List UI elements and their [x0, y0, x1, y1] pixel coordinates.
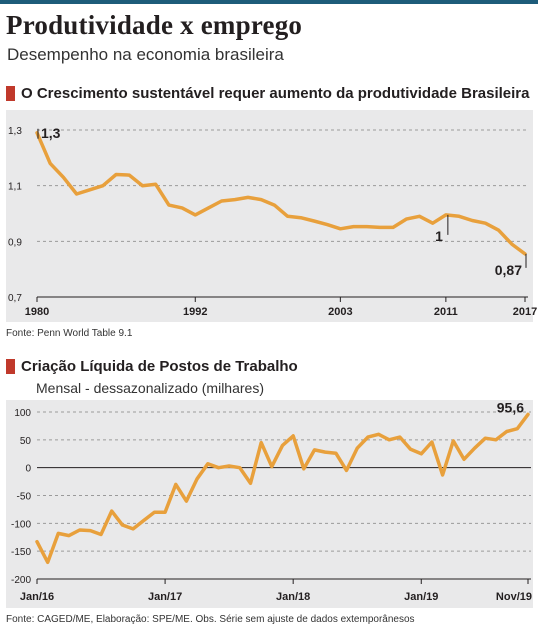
chart2-y-tick-label: 0	[25, 464, 31, 475]
chart2-y-tick-label: -150	[11, 547, 31, 558]
chart2-source: Fonte: CAGED/ME, Elaboração: SPE/ME. Obs…	[6, 614, 415, 625]
chart1-y-tick-label: 0,9	[8, 237, 22, 248]
chart1-x-tick-label: 1980	[25, 306, 49, 318]
chart2-y-tick-label: 100	[14, 408, 31, 419]
chart1-y-tick-label: 1,3	[8, 126, 22, 137]
chart1-x-tick-label: 1992	[183, 306, 207, 318]
chart1-annotation-label: 1,3	[41, 125, 61, 141]
chart2-y-tick-label: -200	[11, 575, 31, 586]
section-marker	[6, 359, 15, 374]
chart2-subtitle: Mensal - dessazonalizado (milhares)	[36, 380, 264, 396]
chart1-source: Fonte: Penn World Table 9.1	[6, 328, 133, 339]
chart1-annotation-label: 0,87	[495, 262, 522, 278]
chart2-title: Criação Líquida de Postos de Trabalho	[21, 358, 298, 375]
chart1-x-tick-label: 2011	[434, 306, 458, 318]
chart1-series-line	[35, 131, 527, 256]
chart2-x-tick-label: Jan/19	[404, 591, 438, 603]
chart2-series-line	[35, 412, 530, 565]
chart1-heading: O Crescimento sustentável requer aumento…	[6, 85, 529, 102]
chart1-x-tick-label: 2003	[328, 306, 352, 318]
chart2-y-tick-label: -100	[11, 519, 31, 530]
page-title: Produtividade x emprego	[6, 10, 303, 40]
chart2-heading: Criação Líquida de Postos de Trabalho	[6, 358, 298, 375]
chart2-x-tick-label: Jan/16	[20, 591, 54, 603]
chart1-y-tick-label: 0,7	[8, 293, 22, 304]
chart2-x-tick-label: Jan/18	[276, 591, 310, 603]
section-marker	[6, 86, 15, 101]
chart2-x-tick-label: Jan/17	[148, 591, 182, 603]
chart2-background	[6, 400, 533, 608]
chart1-title: O Crescimento sustentável requer aumento…	[21, 85, 530, 102]
chart2-annotation-label: 95,6	[497, 399, 524, 415]
chart2-y-tick-label: -50	[17, 492, 32, 503]
top-accent-bar	[0, 0, 538, 4]
page-subtitle: Desempenho na economia brasileira	[7, 45, 284, 64]
chart1-annotation-label: 1	[435, 228, 443, 244]
chart2-x-tick-label: Nov/19	[496, 591, 532, 603]
chart1-x-tick-label: 2017	[513, 306, 537, 318]
chart1-y-tick-label: 1,1	[8, 182, 22, 193]
chart2-y-tick-label: 50	[20, 436, 32, 447]
